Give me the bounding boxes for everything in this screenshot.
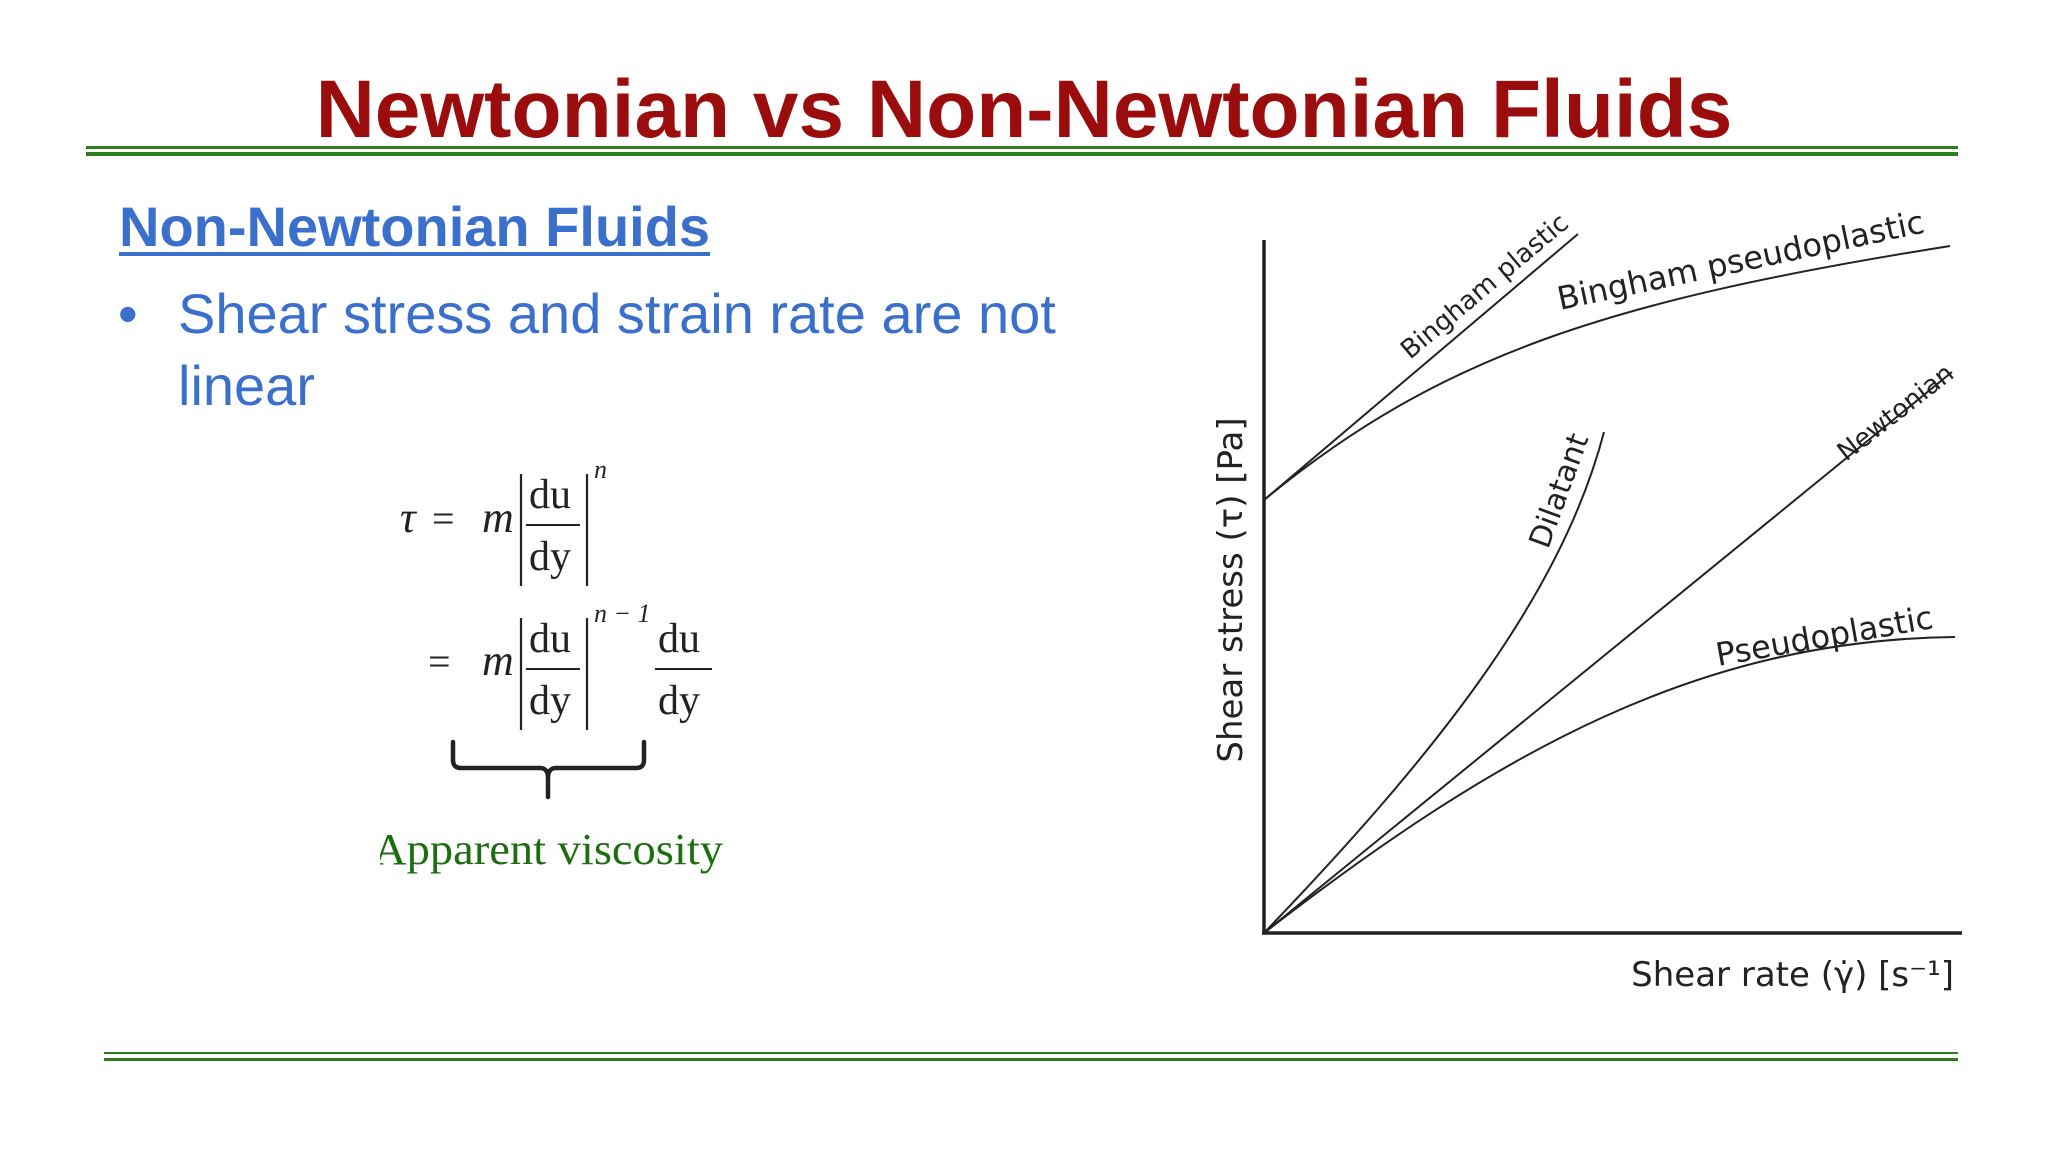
slide-title: Newtonian vs Non-Newtonian Fluids (315, 64, 1733, 155)
power-law-formula: τ = m du dy n = m du dy n − 1 du dy Appa… (380, 455, 723, 874)
formula-line-2: = m du dy n − 1 du dy (428, 599, 712, 730)
bottom-rule (104, 1052, 1958, 1054)
formula-exponent-n-minus-1: n − 1 (594, 599, 651, 628)
bullet-dot-icon: • (118, 282, 138, 345)
bottom-rule-secondary (104, 1058, 1958, 1061)
curly-brace-icon (450, 739, 647, 800)
formula-equals: = (432, 496, 455, 541)
formula-dy-3: dy (658, 678, 700, 724)
formula-du-3: du (658, 616, 700, 662)
formula-m: m (482, 493, 514, 542)
formula-du: du (529, 472, 571, 518)
label-pseudoplastic: Pseudoplastic (1713, 598, 1936, 674)
bullet-item: • Shear stress and strain rate are not l… (116, 278, 1076, 422)
formula-m-2: m (482, 636, 514, 685)
formula-du-2: du (529, 616, 571, 662)
y-axis-label: Shear stress (τ) [Pa] (1211, 417, 1251, 762)
formula-tau: τ (400, 493, 418, 542)
bullet-list: • Shear stress and strain rate are not l… (116, 278, 1076, 422)
formula-dy: dy (529, 534, 571, 580)
curve-pseudoplastic (1263, 636, 1956, 934)
section-heading: Non-Newtonian Fluids (119, 195, 711, 258)
bullet-text: Shear stress and strain rate are not lin… (178, 282, 1056, 417)
formula-line-1: τ = m du dy n (400, 455, 607, 586)
curve-bingham-plastic (1263, 233, 1579, 501)
top-rule-secondary (86, 152, 1958, 156)
curve-bingham-pseudoplastic (1263, 245, 1951, 501)
curve-dilatant (1263, 431, 1605, 934)
formula-equals-2: = (428, 639, 451, 684)
formula-dy-2: dy (529, 678, 571, 724)
label-newtonian: Newtonian (1832, 358, 1960, 467)
curve-newtonian (1263, 371, 1953, 934)
x-axis-label: Shear rate (γ̇) [s⁻¹] (1631, 955, 1954, 995)
formula-exponent-n: n (594, 455, 607, 484)
label-bingham-plastic: Bingham plastic (1395, 208, 1574, 365)
label-bingham-pseudoplastic: Bingham pseudoplastic (1554, 203, 1928, 318)
shear-stress-vs-shear-rate-chart: Shear stress (τ) [Pa] Shear rate (γ̇) [s… (1211, 203, 1962, 995)
apparent-viscosity-label: Apparent viscosity (380, 825, 723, 874)
top-rule (86, 146, 1958, 149)
